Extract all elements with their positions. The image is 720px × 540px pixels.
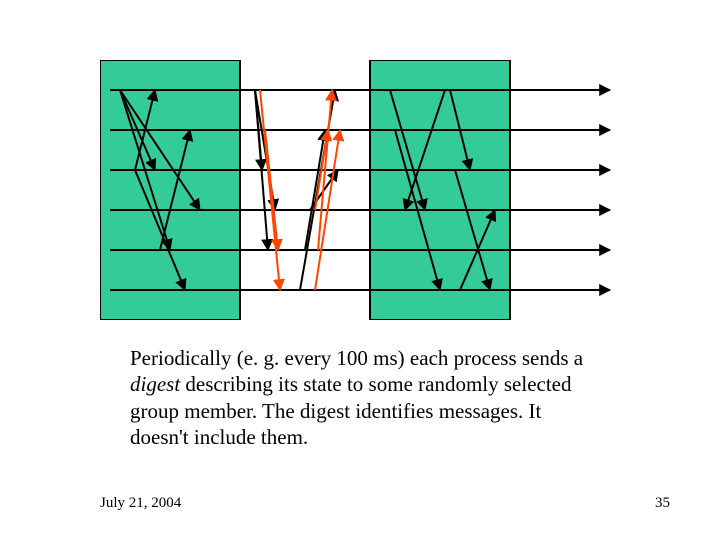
diagram [100, 60, 620, 320]
caption-before: Periodically (e. g. every 100 ms) each p… [130, 346, 583, 370]
footer-date: July 21, 2004 [100, 495, 181, 512]
caption-italic: digest [130, 372, 180, 396]
footer-page: 35 [655, 495, 670, 512]
diagram-svg [100, 60, 620, 320]
caption-after: describing its state to some randomly se… [130, 372, 572, 449]
caption: Periodically (e. g. every 100 ms) each p… [130, 345, 600, 450]
